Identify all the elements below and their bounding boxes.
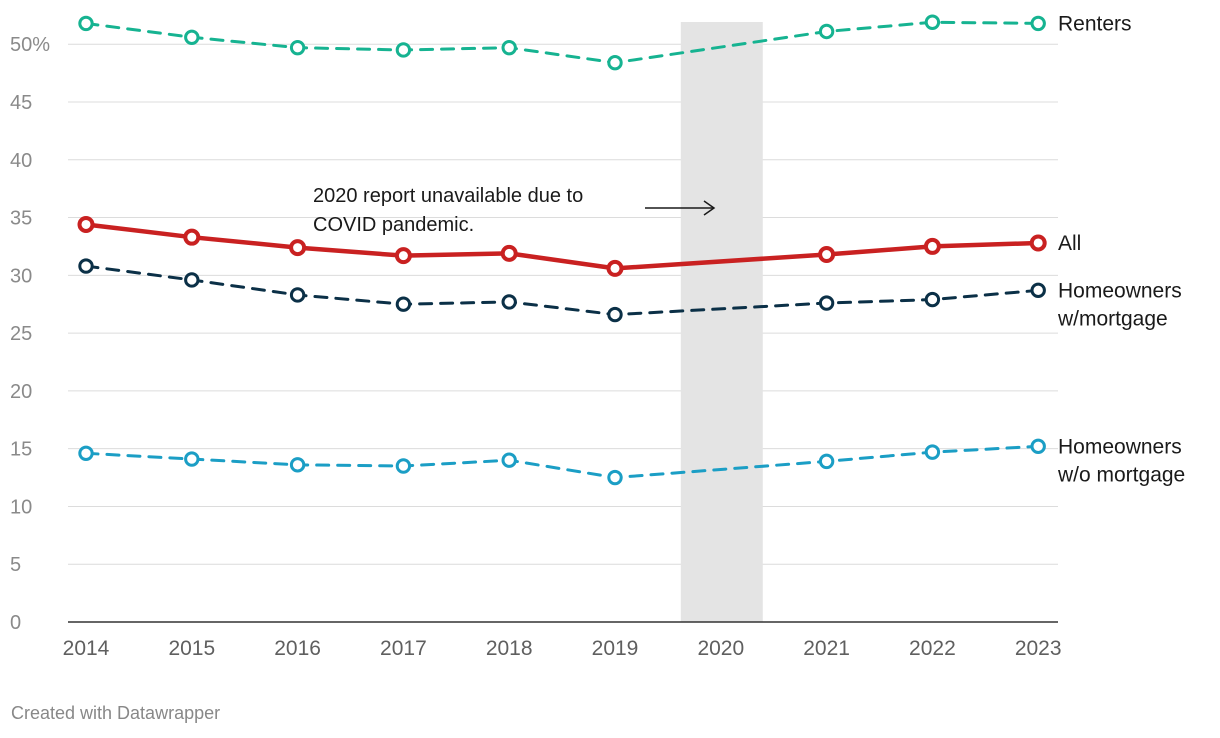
footer-credit: Created with Datawrapper xyxy=(11,703,221,723)
x-tick-label: 2020 xyxy=(697,637,744,660)
x-tick-label: 2021 xyxy=(803,637,850,660)
covid-annotation: 2020 report unavailable due to COVID pan… xyxy=(313,185,716,236)
gridlines xyxy=(68,43,1058,565)
data-point xyxy=(78,258,94,274)
data-point xyxy=(924,444,941,460)
series-lines xyxy=(83,20,1041,480)
data-point xyxy=(818,453,835,470)
data-point xyxy=(289,239,307,257)
series-label: w/mortgage xyxy=(1057,307,1168,330)
series-label: Homeowners xyxy=(1058,435,1182,458)
y-tick-label: 0 xyxy=(10,612,21,634)
series-markers xyxy=(77,14,1047,486)
annotation-arrow-head xyxy=(703,200,716,216)
series-line xyxy=(84,264,1040,317)
y-tick-label: 10 xyxy=(10,496,32,518)
data-point xyxy=(1029,234,1047,252)
series-label: Homeowners xyxy=(1058,279,1182,302)
data-point xyxy=(289,457,306,473)
data-point xyxy=(607,306,623,323)
data-point xyxy=(184,29,200,45)
data-point xyxy=(1030,15,1046,32)
annotation-line-2: COVID pandemic. xyxy=(313,214,474,236)
series-line xyxy=(83,222,1041,271)
data-point xyxy=(818,246,836,264)
data-point xyxy=(289,287,306,303)
data-point xyxy=(607,54,623,71)
y-tick-label: 30 xyxy=(10,265,32,287)
data-point xyxy=(924,14,941,30)
data-point xyxy=(395,296,412,312)
y-tick-label: 40 xyxy=(10,150,32,172)
data-point xyxy=(1030,438,1046,455)
y-tick-label: 15 xyxy=(10,439,32,461)
data-point xyxy=(78,445,94,461)
data-point xyxy=(289,39,306,56)
y-tick-label: 25 xyxy=(10,323,32,345)
data-point xyxy=(78,15,94,32)
y-tick-label: 50% xyxy=(10,34,50,56)
data-point xyxy=(184,451,200,467)
data-point xyxy=(395,42,412,58)
covid-gap-band xyxy=(680,22,763,622)
data-point xyxy=(607,469,623,486)
data-point xyxy=(501,452,517,468)
x-tick-label: 2015 xyxy=(168,637,215,660)
annotation-line-1: 2020 report unavailable due to xyxy=(313,185,583,207)
series-line xyxy=(84,20,1040,65)
data-point xyxy=(923,237,941,255)
y-axis-ticks: 0 5 10 15 20 25 30 35 40 45 50% xyxy=(10,34,50,634)
data-point xyxy=(606,259,624,277)
y-tick-label: 20 xyxy=(10,381,32,403)
data-point xyxy=(77,215,95,233)
x-tick-label: 2023 xyxy=(1015,637,1062,660)
series-label: All xyxy=(1058,232,1081,255)
data-point xyxy=(394,247,412,265)
series-label: w/o mortgage xyxy=(1057,463,1185,486)
series-line xyxy=(84,444,1040,480)
data-point xyxy=(500,244,518,262)
data-point xyxy=(501,39,517,56)
data-point xyxy=(818,23,835,40)
x-tick-label: 2019 xyxy=(592,637,639,660)
series-labels: Renters All Homeowners w/mortgage Homeowners… xyxy=(1057,12,1185,486)
data-point xyxy=(183,228,201,246)
data-point xyxy=(184,272,200,288)
data-point xyxy=(395,458,412,474)
data-point xyxy=(924,291,941,308)
data-point xyxy=(818,295,835,311)
y-tick-label: 45 xyxy=(10,92,32,114)
y-tick-label: 35 xyxy=(10,208,32,230)
x-tick-label: 2018 xyxy=(486,637,533,660)
y-tick-label: 5 xyxy=(10,554,21,576)
series-label: Renters xyxy=(1058,12,1132,35)
data-point xyxy=(501,294,517,310)
data-point xyxy=(1030,282,1046,299)
x-tick-label: 2017 xyxy=(380,637,427,660)
x-tick-label: 2016 xyxy=(274,637,321,660)
x-tick-label: 2014 xyxy=(63,637,110,660)
x-axis-ticks: 2014 2015 2016 2017 2018 2019 2020 2021 2022 2023 xyxy=(63,637,1062,660)
x-tick-label: 2022 xyxy=(909,637,956,660)
